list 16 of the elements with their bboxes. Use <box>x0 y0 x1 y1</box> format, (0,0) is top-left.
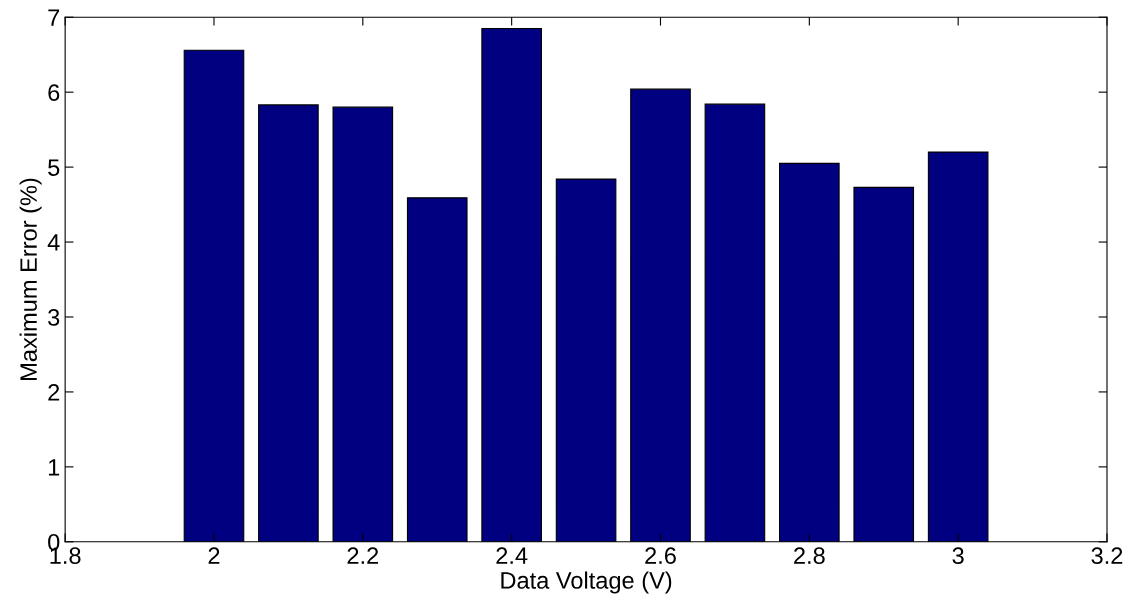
x-tick-label: 2.2 <box>347 547 379 564</box>
x-tick-label: 2.6 <box>645 547 676 565</box>
x-tick-label: 3.2 <box>1091 547 1123 565</box>
y-axis-title: Maximum Error (%) <box>19 178 42 380</box>
y-tick-label: 5 <box>48 159 60 176</box>
y-tick-label: 2 <box>48 384 60 401</box>
y-tick-label: 4 <box>47 234 60 251</box>
x-tick-label: 2.8 <box>794 547 825 565</box>
y-tick-label: 1 <box>48 459 60 476</box>
x-axis-title: Data Voltage (V) <box>501 571 672 594</box>
y-tick-label: 7 <box>48 9 60 26</box>
y-tick-label: 6 <box>48 84 60 101</box>
x-tick-label: 3 <box>952 547 964 565</box>
y-tick-label: 3 <box>48 309 60 326</box>
x-tick-label: 2.4 <box>496 547 528 564</box>
x-tick-label: 2 <box>208 547 220 564</box>
